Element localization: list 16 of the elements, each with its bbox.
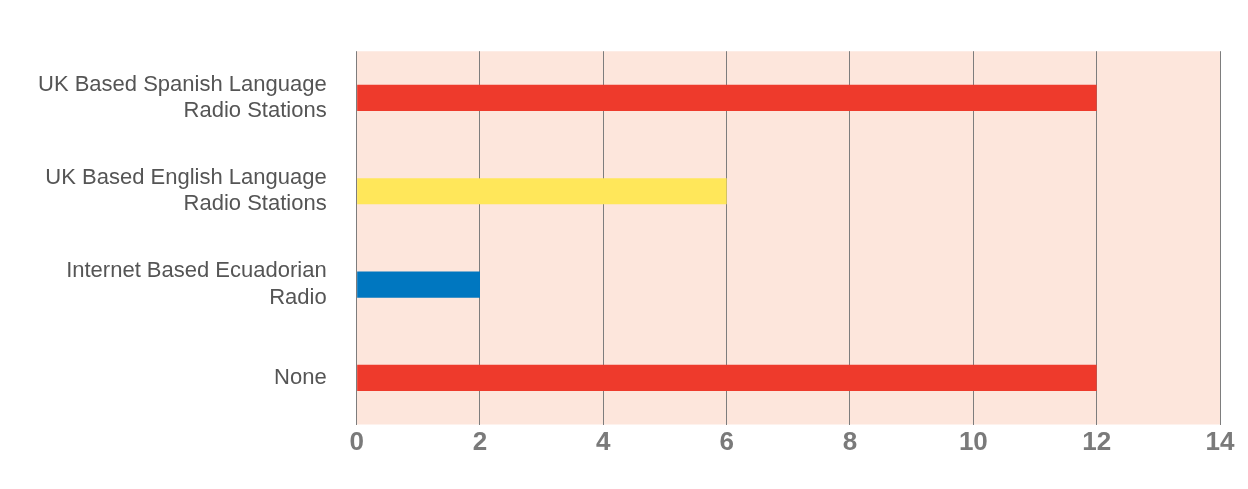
bar bbox=[357, 364, 1097, 391]
y-tick-label: UK Based English Language Radio Stations bbox=[45, 164, 327, 216]
x-tick-label: 0 bbox=[349, 426, 364, 457]
x-tick-label: 10 bbox=[958, 426, 988, 457]
bar bbox=[357, 271, 480, 298]
y-tick-label: Internet Based Ecuadorian Radio bbox=[66, 257, 327, 309]
y-tick-label: UK Based Spanish Language Radio Stations bbox=[37, 70, 327, 123]
bar bbox=[357, 178, 727, 205]
x-tick-label: 8 bbox=[842, 426, 858, 457]
x-tick-label: 12 bbox=[1082, 426, 1112, 457]
bar bbox=[357, 84, 1097, 111]
x-tick-label: 4 bbox=[596, 426, 612, 457]
x-tick-label: 14 bbox=[1205, 426, 1235, 457]
y-tick-label: None bbox=[274, 363, 327, 389]
x-tick-label: 2 bbox=[472, 426, 488, 457]
x-tick-label: 6 bbox=[719, 426, 734, 457]
